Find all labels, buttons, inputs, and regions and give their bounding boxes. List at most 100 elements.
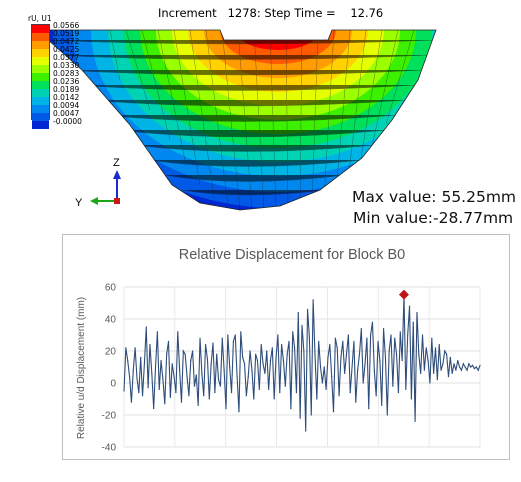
legend-color-bar xyxy=(31,24,50,129)
data-point xyxy=(321,382,323,384)
data-point xyxy=(153,408,155,410)
data-point xyxy=(271,347,273,349)
data-point xyxy=(230,392,233,394)
legend-swatch xyxy=(32,65,49,73)
mesh-lines xyxy=(39,30,436,210)
y-tick-label: -40 xyxy=(102,443,117,454)
body-outline xyxy=(35,29,437,211)
legend-swatch xyxy=(32,97,49,105)
step-time-label: Step Time = xyxy=(264,6,336,20)
data-point xyxy=(416,312,418,314)
min-value-text: Min value:-28.77mm xyxy=(353,209,514,227)
data-point xyxy=(143,363,145,365)
data-point xyxy=(203,395,205,397)
displacement-chart: Relative Displacement for Block B0 Relat… xyxy=(76,247,481,454)
data-point xyxy=(314,353,316,355)
data-point xyxy=(303,350,305,352)
data-point xyxy=(186,376,188,378)
data-point xyxy=(436,379,438,381)
data-point xyxy=(460,369,463,371)
data-point xyxy=(347,334,349,336)
data-point xyxy=(477,369,479,371)
data-point xyxy=(221,337,223,339)
chart-grid xyxy=(123,286,481,448)
data-point xyxy=(327,356,329,358)
data-point xyxy=(197,404,199,406)
data-point xyxy=(208,398,210,400)
data-point xyxy=(338,395,340,397)
data-point xyxy=(240,331,242,333)
data-point xyxy=(433,372,435,374)
step-time-value: 12.76 xyxy=(350,6,384,20)
data-point xyxy=(470,366,472,368)
legend-value: -0.0000 xyxy=(53,117,82,126)
data-point xyxy=(357,369,359,371)
legend-value: 0.0330 xyxy=(53,61,80,70)
data-point xyxy=(238,411,240,413)
data-point xyxy=(468,363,470,365)
data-point xyxy=(232,340,234,342)
data-point xyxy=(279,392,281,394)
data-point xyxy=(299,417,301,419)
data-point xyxy=(288,340,290,342)
data-point xyxy=(123,390,125,392)
data-point xyxy=(305,430,307,432)
data-point xyxy=(234,334,236,336)
data-point xyxy=(190,360,192,362)
data-point xyxy=(295,392,298,394)
data-point xyxy=(171,363,173,365)
data-point xyxy=(438,344,440,346)
data-point xyxy=(407,334,409,336)
data-point xyxy=(392,385,394,387)
data-point xyxy=(334,337,336,339)
data-point xyxy=(286,353,288,355)
data-point xyxy=(264,372,266,374)
data-point xyxy=(373,369,375,371)
legend-swatch xyxy=(32,33,49,41)
data-point xyxy=(195,374,197,376)
data-point xyxy=(325,388,327,390)
legend-value: 0.0189 xyxy=(53,85,80,94)
increment-value: 1278: xyxy=(227,6,261,20)
data-point xyxy=(420,372,422,374)
data-point xyxy=(140,356,142,358)
data-point xyxy=(316,398,318,400)
data-point xyxy=(390,334,392,336)
data-point xyxy=(177,331,179,333)
legend-swatch xyxy=(32,41,49,49)
data-point xyxy=(136,377,138,379)
data-point xyxy=(262,363,264,365)
data-point xyxy=(206,358,209,360)
y-arrow-head-icon xyxy=(90,197,98,205)
y-axis-title: Relative u/d Displacement (mm) xyxy=(76,297,87,439)
data-point xyxy=(466,369,468,371)
data-point xyxy=(273,398,275,400)
legend-value: 0.0047 xyxy=(53,109,80,118)
data-point xyxy=(258,388,260,390)
data-point xyxy=(379,360,381,362)
data-point xyxy=(134,347,136,349)
data-point xyxy=(447,376,450,378)
data-point xyxy=(449,356,451,358)
data-point xyxy=(344,372,346,374)
data-point xyxy=(358,353,361,355)
data-point xyxy=(260,344,262,346)
legend-labels: 0.0566 0.0519 0.0472 0.0425 0.0377 0.0330 0.02… xyxy=(53,22,82,126)
data-point xyxy=(223,369,225,371)
data-point xyxy=(199,337,201,339)
data-point xyxy=(219,385,222,387)
data-point xyxy=(268,388,270,390)
data-point xyxy=(173,376,175,378)
data-point xyxy=(243,363,246,365)
data-point xyxy=(266,350,268,352)
data-point xyxy=(349,392,351,394)
data-point xyxy=(151,372,153,374)
data-point xyxy=(145,326,147,328)
data-point xyxy=(188,395,190,397)
legend-swatch xyxy=(32,113,49,121)
data-point xyxy=(351,366,353,368)
data-point xyxy=(434,347,437,349)
legend-swatch xyxy=(32,73,49,81)
data-point xyxy=(342,340,344,342)
data-point xyxy=(401,360,403,362)
